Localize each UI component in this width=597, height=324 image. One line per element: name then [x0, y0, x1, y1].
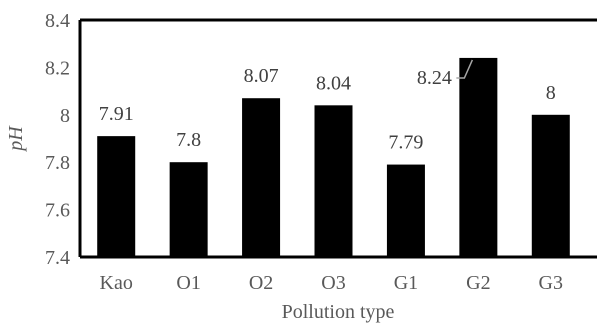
bar-kao — [97, 136, 136, 257]
y-tick-label: 7.6 — [45, 200, 70, 222]
y-tick-label: 8 — [60, 105, 70, 127]
y-axis-title: pH — [5, 125, 27, 153]
x-tick-label: O3 — [321, 272, 345, 294]
bar-g2 — [459, 57, 498, 257]
data-label: 8.24 — [417, 67, 452, 89]
leader-line — [456, 59, 474, 79]
bar-g3 — [531, 114, 570, 257]
x-tick-label: G3 — [539, 272, 563, 294]
y-axis-tick-labels: 7.4 7.6 7.8 8 8.2 8.4 — [45, 10, 70, 269]
y-tick-label: 8.4 — [45, 10, 70, 32]
data-label: 8.04 — [316, 72, 351, 94]
bar-g1 — [386, 164, 425, 257]
x-tick-label: G1 — [394, 272, 418, 294]
data-label: 8.07 — [244, 65, 279, 87]
data-label: 7.8 — [176, 129, 201, 151]
x-tick-label: G2 — [466, 272, 490, 294]
data-label: 7.79 — [388, 132, 423, 154]
x-tick-label: O1 — [176, 272, 200, 294]
x-axis-tick-labels: Kao O1 O2 O3 G1 G2 G3 — [100, 272, 563, 294]
x-axis-title: Pollution type — [282, 301, 395, 323]
y-tick-label: 7.4 — [45, 247, 70, 269]
x-tick-label: Kao — [100, 272, 133, 294]
bar-o3 — [314, 105, 353, 257]
y-tick-label: 8.2 — [45, 57, 70, 79]
data-labels: 7.91 7.8 8.07 8.04 7.79 8.24 8 — [99, 59, 556, 154]
plot-frame — [78, 18, 597, 259]
data-label: 8 — [546, 82, 556, 104]
y-tick-label: 7.8 — [45, 152, 70, 174]
bar-o1 — [169, 162, 208, 257]
x-tick-label: O2 — [249, 272, 273, 294]
data-label: 7.91 — [99, 103, 134, 125]
bars — [97, 57, 570, 258]
bar-o2 — [242, 98, 281, 258]
